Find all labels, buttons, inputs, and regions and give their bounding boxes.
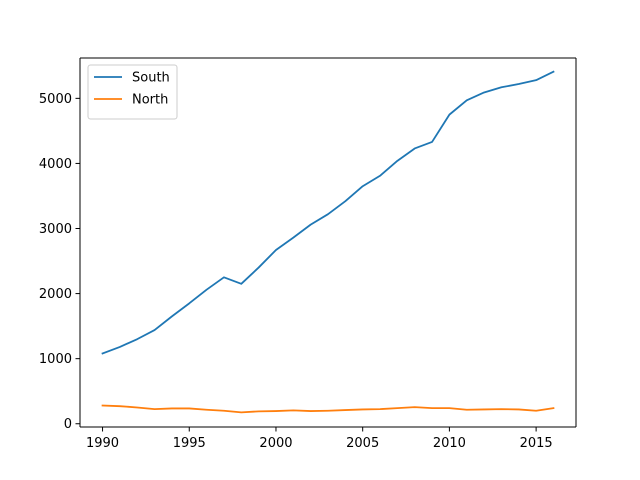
x-tick-label: 2000: [259, 436, 292, 451]
x-tick-label: 2010: [433, 436, 466, 451]
x-axis: 1990 1995 2000 2005 2010 2015: [86, 427, 553, 451]
legend: South North: [87, 64, 178, 120]
y-tick-label: 1000: [39, 352, 72, 367]
x-tick-label: 2005: [346, 436, 379, 451]
y-tick-label: 3000: [39, 222, 72, 237]
series-layer: [101, 70, 555, 414]
x-tick-label: 2015: [520, 436, 553, 451]
y-tick-label: 0: [64, 417, 72, 432]
y-tick-label: 2000: [39, 287, 72, 302]
y-axis: 0 1000 2000 3000 4000 5000: [39, 92, 80, 432]
y-tick-label: 5000: [39, 92, 72, 107]
y-tick-label: 4000: [39, 157, 72, 172]
x-tick-label: 1995: [173, 436, 206, 451]
x-tick-label: 1990: [86, 436, 119, 451]
legend-label-north: North: [132, 93, 168, 108]
axes-frame: [79, 57, 577, 428]
legend-box: [87, 64, 178, 120]
legend-label-south: South: [132, 71, 170, 86]
